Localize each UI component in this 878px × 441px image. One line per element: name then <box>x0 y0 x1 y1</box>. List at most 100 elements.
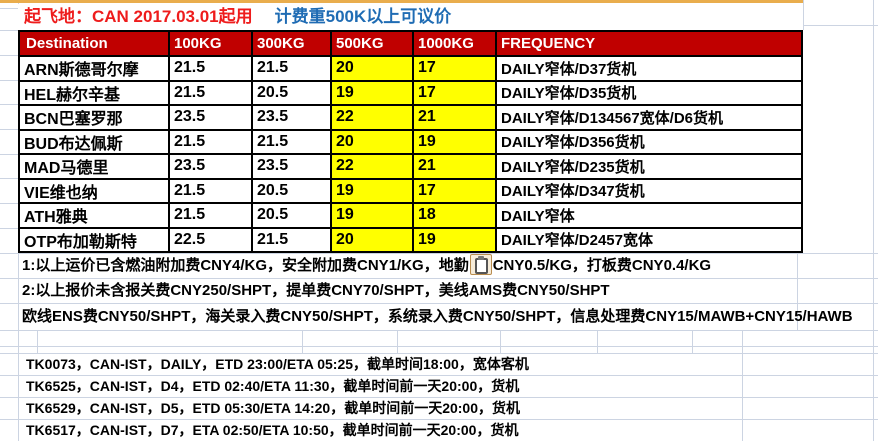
gridline <box>397 331 398 353</box>
gridline <box>0 419 878 420</box>
gridline <box>0 104 18 105</box>
gridline <box>0 203 18 204</box>
col-header-300kg[interactable]: 300KG <box>253 32 332 57</box>
rate-cell-destination[interactable]: BUD布达佩斯 <box>20 130 170 155</box>
rate-cell[interactable]: 20 <box>332 57 414 82</box>
gridline <box>0 253 878 254</box>
rate-cell-frequency[interactable]: DAILY窄体/D235货机 <box>497 155 803 180</box>
rate-cell-frequency[interactable]: DAILY窄体/D347货机 <box>497 179 803 204</box>
rate-cell[interactable]: 17 <box>414 81 497 106</box>
note-line-2[interactable]: 2:以上报价未含报关费CNY250/SHPT，提单费CNY70/SHPT，美线A… <box>22 282 610 299</box>
rate-cell[interactable]: 21.5 <box>170 179 253 204</box>
rate-cell-destination[interactable]: HEL赫尔辛基 <box>20 81 170 106</box>
rate-cell[interactable]: 18 <box>414 204 497 229</box>
top-orange-strip <box>0 0 803 3</box>
rate-cell[interactable]: 17 <box>414 179 497 204</box>
col-header-frequency[interactable]: FREQUENCY <box>497 32 803 57</box>
rate-cell[interactable]: 19 <box>414 130 497 155</box>
rate-cell[interactable]: 21.5 <box>170 204 253 229</box>
gridline <box>37 331 38 353</box>
rate-cell-destination[interactable]: ATH雅典 <box>20 204 170 229</box>
flight-row-tk6525[interactable]: TK6525，CAN-IST，D4，ETD 02:40/ETA 11:30，截单… <box>26 378 520 394</box>
col-header-destination[interactable]: Destination <box>20 32 170 57</box>
rate-table: Destination 100KG 300KG 500KG 1000KG FRE… <box>18 30 803 253</box>
col-header-500kg[interactable]: 500KG <box>332 32 414 57</box>
rate-cell[interactable]: 20 <box>332 130 414 155</box>
rate-cell-destination[interactable]: VIE维也纳 <box>20 179 170 204</box>
rate-cell-frequency[interactable]: DAILY窄体/D37货机 <box>497 57 803 82</box>
gridline <box>0 154 18 155</box>
rate-cell-destination[interactable]: ARN斯德哥尔摩 <box>20 57 170 82</box>
rate-cell-frequency[interactable]: DAILY窄体/D134567宽体/D6货机 <box>497 106 803 131</box>
rate-cell[interactable]: 21.5 <box>253 57 332 82</box>
gridline <box>0 80 18 81</box>
paste-options-icon[interactable] <box>469 254 492 276</box>
flight-row-tk6517[interactable]: TK6517，CAN-IST，D7，ETA 02:50/ETA 10:50，截单… <box>26 422 519 438</box>
rate-cell[interactable]: 23.5 <box>170 155 253 180</box>
rate-cell[interactable]: 21.5 <box>170 130 253 155</box>
rate-cell[interactable]: 19 <box>332 179 414 204</box>
gridline <box>0 303 878 304</box>
rate-cell[interactable]: 20.5 <box>253 179 332 204</box>
rate-cell[interactable]: 21.5 <box>253 228 332 253</box>
gridline <box>742 331 743 441</box>
rate-cell[interactable]: 22.5 <box>170 228 253 253</box>
title-cell[interactable]: 起飞地：CAN 2017.03.01起用 计费重500K以上可议价 <box>18 4 803 30</box>
gridline <box>0 353 878 354</box>
gridline <box>302 331 303 353</box>
rate-cell[interactable]: 19 <box>332 81 414 106</box>
title-negotiable-text: 计费重500K以上可议价 <box>274 7 452 26</box>
rate-cell[interactable]: 19 <box>414 228 497 253</box>
rate-cell[interactable]: 23.5 <box>253 155 332 180</box>
note-1-text-after: CNY0.5/KG，打板费CNY0.4/KG <box>492 257 712 274</box>
note-line-3[interactable]: 欧线ENS费CNY50/SHPT，海关录入费CNY50/SHPT，系统录入费CN… <box>22 308 853 325</box>
rate-cell-destination[interactable]: OTP布加勒斯特 <box>20 228 170 253</box>
rate-cell[interactable]: 21 <box>414 155 497 180</box>
rate-cell[interactable]: 22 <box>332 155 414 180</box>
rate-cell[interactable]: 19 <box>332 204 414 229</box>
gridline <box>0 375 878 376</box>
gridline <box>0 55 18 56</box>
gridline <box>0 278 878 279</box>
rate-cell-frequency[interactable]: DAILY窄体/D2457宽体 <box>497 228 803 253</box>
rate-cell[interactable]: 21 <box>414 106 497 131</box>
rate-cell[interactable]: 20.5 <box>253 81 332 106</box>
gridline <box>0 330 878 331</box>
gridline <box>0 397 878 398</box>
gridline <box>597 331 598 353</box>
gridline <box>803 25 878 26</box>
rate-cell[interactable]: 17 <box>414 57 497 82</box>
note-line-1[interactable]: 1:以上运价已含燃油附加费CNY4/KG，安全附加费CNY1/KG，地勤 CNY0… <box>22 254 711 278</box>
rate-cell-destination[interactable]: MAD马德里 <box>20 155 170 180</box>
flight-row-tk0073[interactable]: TK0073，CAN-IST，DAILY，ETD 23:00/ETA 05:25… <box>26 356 529 372</box>
gridline <box>0 178 18 179</box>
gridline <box>0 228 18 229</box>
rate-cell-frequency[interactable]: DAILY窄体/D35货机 <box>497 81 803 106</box>
flight-row-tk6529[interactable]: TK6529，CAN-IST，D5，ETD 05:30/ETA 14:20，截单… <box>26 400 521 416</box>
rate-cell[interactable]: 21.5 <box>170 81 253 106</box>
gridline <box>0 346 878 347</box>
gridline <box>873 0 874 441</box>
rate-cell[interactable]: 21.5 <box>253 130 332 155</box>
gridline <box>803 0 804 30</box>
gridline <box>692 331 693 353</box>
rate-cell-frequency[interactable]: DAILY窄体/D356货机 <box>497 130 803 155</box>
rate-cell-frequency[interactable]: DAILY窄体 <box>497 204 803 229</box>
gridline <box>797 253 798 331</box>
gridline <box>500 331 501 353</box>
col-header-1000kg[interactable]: 1000KG <box>414 32 497 57</box>
rate-cell[interactable]: 21.5 <box>170 57 253 82</box>
rate-cell[interactable]: 20 <box>332 228 414 253</box>
col-header-100kg[interactable]: 100KG <box>170 32 253 57</box>
gridline <box>0 30 18 31</box>
rate-cell[interactable]: 20.5 <box>253 204 332 229</box>
rate-cell[interactable]: 23.5 <box>253 106 332 131</box>
gridline <box>0 8 18 9</box>
title-origin-text: 起飞地：CAN 2017.03.01起用 <box>24 7 253 26</box>
gridline <box>0 129 18 130</box>
rate-cell[interactable]: 23.5 <box>170 106 253 131</box>
rate-cell-destination[interactable]: BCN巴塞罗那 <box>20 106 170 131</box>
rate-cell[interactable]: 22 <box>332 106 414 131</box>
note-1-text-before: 1:以上运价已含燃油附加费CNY4/KG，安全附加费CNY1/KG，地勤 <box>22 257 469 274</box>
